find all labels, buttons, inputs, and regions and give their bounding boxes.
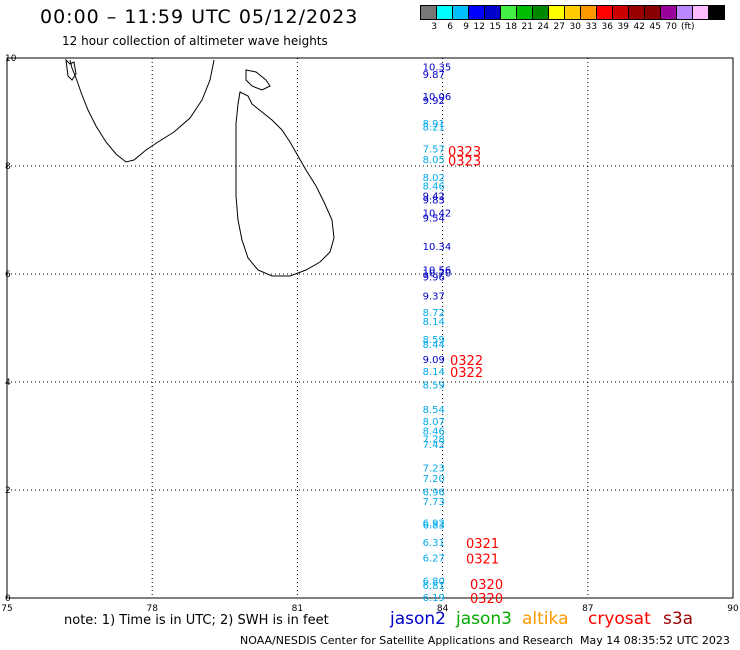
map-frame	[6, 57, 734, 599]
legend-jason2: jason2	[390, 609, 446, 629]
pass-time-label: 0320	[470, 592, 503, 607]
wave-height-label: 10.42	[423, 208, 452, 219]
scale-label: 18	[505, 22, 517, 32]
pass-time-label: 0323	[448, 155, 481, 170]
wave-height-label: 8.59	[423, 381, 445, 392]
wave-height-label: 8.46	[423, 181, 445, 192]
legend-s3a: s3a	[663, 609, 694, 629]
scale-label: 3	[431, 22, 437, 32]
y-tick-label: 4	[5, 378, 11, 388]
page-subtitle: 12 hour collection of altimeter wave hei…	[62, 34, 328, 48]
wave-height-label: 10.35	[423, 63, 452, 74]
scale-label: 21	[521, 22, 533, 32]
wave-height-label: 6.31	[423, 538, 445, 549]
wave-height-label: 8.05	[423, 155, 445, 166]
wave-height-label: 6.81	[423, 581, 445, 592]
legend-jason3: jason3	[456, 609, 512, 629]
x-tick-label: 81	[292, 604, 303, 614]
wave-height-label: 9.42	[423, 192, 445, 203]
wave-height-label: 8.14	[423, 367, 445, 378]
credit-text: NOAA/NESDIS Center for Satellite Applica…	[240, 634, 574, 647]
wave-height-label: 8.46	[423, 427, 445, 438]
wave-height-label: 9.37	[423, 292, 445, 303]
scale-label: (ft)	[681, 22, 695, 32]
wave-height-label: 9.96	[423, 273, 445, 284]
color-scale	[420, 5, 725, 20]
pass-time-label: 0323	[448, 145, 481, 160]
timestamp-text: May 14 08:35:52 UTC 2023	[580, 634, 730, 647]
wave-height-label: 8.21	[423, 123, 445, 134]
wave-height-label: 10.70	[423, 268, 452, 279]
wave-height-label: 7.42	[423, 440, 445, 451]
page-title: 00:00 – 11:59 UTC 05/12/2023	[40, 6, 359, 28]
scale-label: 24	[537, 22, 549, 32]
scale-label: 42	[633, 22, 645, 32]
wave-height-label: 8.72	[423, 308, 445, 319]
pass-time-label: 0321	[466, 553, 499, 568]
legend-altika: altika	[522, 609, 569, 629]
wave-height-label: 7.23	[423, 463, 445, 474]
wave-height-label: 6.83	[423, 521, 445, 532]
scale-label: 12	[473, 22, 485, 32]
x-tick-label: 75	[1, 604, 12, 614]
scale-label: 33	[585, 22, 597, 32]
wave-height-label: 9.54	[423, 213, 445, 224]
wave-height-label: 6.96	[423, 488, 445, 499]
sri-lanka-coastline	[235, 91, 335, 277]
y-tick-label: 2	[5, 486, 11, 496]
wave-height-label: 8.14	[423, 317, 445, 328]
y-tick-label: 0	[5, 594, 11, 604]
scale-label: 45	[649, 22, 661, 32]
pass-time-label: 0321	[466, 537, 499, 552]
wave-height-label: 7.20	[423, 474, 445, 485]
wave-height-label: 10.34	[423, 242, 452, 253]
pass-time-label: 0320	[470, 578, 503, 593]
pass-time-label: 0322	[450, 354, 483, 369]
scale-label: 70	[665, 22, 677, 32]
scale-label: 36	[601, 22, 613, 32]
scale-label: 30	[569, 22, 581, 32]
wave-height-label: 7.28	[423, 435, 445, 446]
wave-height-label: 6.19	[423, 593, 445, 604]
pass-time-label: 0322	[450, 366, 483, 381]
wave-height-label: 10.56	[423, 266, 452, 277]
wave-height-label: 6.27	[423, 554, 445, 565]
wave-height-label: 8.02	[423, 173, 445, 184]
wave-height-label: 8.59	[423, 335, 445, 346]
wave-height-label: 8.44	[423, 340, 445, 351]
footnote: note: 1) Time is in UTC; 2) SWH is in fe…	[64, 613, 329, 628]
wave-height-label: 8.91	[423, 119, 445, 130]
legend-cryosat: cryosat	[588, 609, 651, 629]
wave-height-label: 9.83	[423, 195, 445, 206]
scale-label: 27	[553, 22, 565, 32]
scale-label: 15	[489, 22, 501, 32]
wave-height-label: 8.54	[423, 405, 445, 416]
scale-label: 6	[447, 22, 453, 32]
x-tick-label: 84	[437, 604, 449, 614]
y-tick-label: 10	[5, 54, 17, 64]
wave-height-label: 8.07	[423, 417, 445, 428]
wave-height-label: 7.73	[423, 497, 445, 508]
wave-height-label: 10.06	[423, 92, 452, 103]
wave-height-label: 7.57	[423, 145, 445, 156]
x-tick-label: 78	[146, 604, 158, 614]
scale-label: 9	[463, 22, 469, 32]
x-tick-label: 90	[727, 604, 739, 614]
y-tick-label: 6	[5, 270, 11, 280]
india-coastline	[69, 59, 215, 163]
scale-swatch	[708, 5, 725, 20]
x-tick-label: 87	[582, 604, 593, 614]
wave-height-label: 6.80	[423, 577, 445, 588]
y-tick-label: 8	[5, 162, 11, 172]
scale-label: 39	[617, 22, 629, 32]
wave-height-label: 9.09	[423, 355, 445, 366]
island-coastline	[65, 58, 77, 81]
jaffna-coastline	[245, 69, 271, 91]
color-scale-labels: 3 6 9 12 15 18 21 24 27 30 33 36 39 42 45 70 (ft)	[421, 22, 695, 32]
wave-height-label: 9.92	[423, 96, 445, 107]
wave-height-label: 6.92	[423, 518, 445, 529]
wave-height-label: 9.87	[423, 70, 445, 81]
